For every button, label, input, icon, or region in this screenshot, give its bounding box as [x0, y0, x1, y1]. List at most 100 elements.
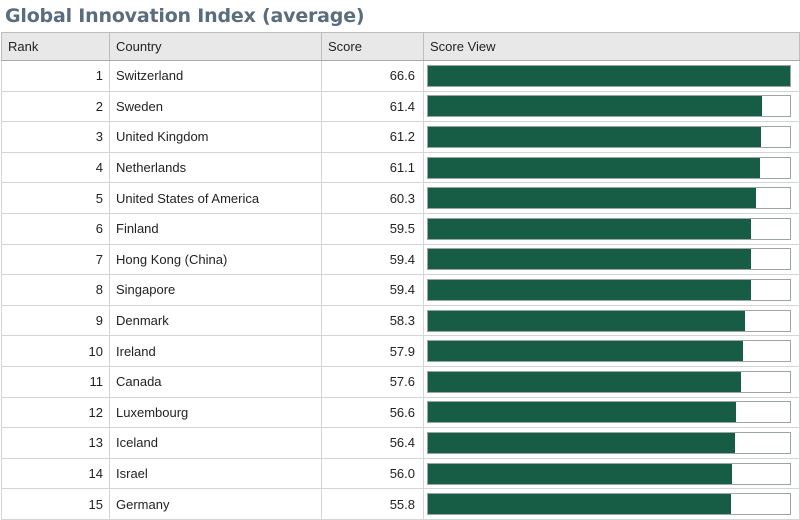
score-cell: 56.6: [321, 396, 424, 429]
score-bar: [428, 218, 752, 239]
score-cell: 57.9: [321, 335, 424, 367]
country-cell: United States of America: [109, 182, 322, 214]
rank-cell: 5: [1, 182, 110, 214]
country-cell: Iceland: [109, 427, 322, 459]
table-row: 6 Finland 59.5: [1, 212, 800, 245]
score-bar-track: [427, 309, 791, 332]
score-bar-track: [427, 401, 791, 424]
score-bar-track: [427, 431, 791, 454]
ranking-table: Rank Country Score Score View 1 Switzerla…: [1, 32, 800, 520]
score-bar-track: [427, 340, 791, 363]
score-view-cell: [423, 212, 800, 245]
score-view-cell: [423, 396, 800, 429]
score-cell: 57.6: [321, 365, 424, 398]
score-view-cell: [423, 274, 800, 306]
score-bar-track: [427, 493, 791, 516]
table-row: 14 Israel 56.0: [1, 457, 800, 490]
score-cell: 66.6: [321, 60, 424, 92]
score-cell: 55.8: [321, 488, 424, 520]
rank-cell: 8: [1, 274, 110, 306]
table-row: 13 Iceland 56.4: [1, 427, 800, 459]
country-column-header[interactable]: Country: [109, 32, 322, 61]
score-column-header[interactable]: Score: [321, 32, 424, 61]
country-cell: Canada: [109, 365, 322, 398]
score-bar-track: [427, 370, 791, 393]
country-cell: Hong Kong (China): [109, 243, 322, 276]
score-cell: 59.5: [321, 212, 424, 245]
rank-cell: 1: [1, 60, 110, 92]
rank-cell: 4: [1, 151, 110, 184]
score-cell: 61.4: [321, 90, 424, 123]
score-bar: [428, 494, 732, 515]
score-view-cell: [423, 304, 800, 337]
table-body: 1 Switzerland 66.6 2 Sweden 61.4 3 United Kingd…: [1, 60, 800, 520]
score-cell: 61.2: [321, 121, 424, 153]
score-bar: [428, 279, 751, 300]
score-cell: 58.3: [321, 304, 424, 337]
score-bar-track: [427, 156, 791, 179]
rank-column-header[interactable]: Rank: [1, 32, 110, 61]
score-bar-track: [427, 217, 791, 240]
table-row: 12 Luxembourg 56.6: [1, 396, 800, 429]
rank-cell: 11: [1, 365, 110, 398]
table-row: 2 Sweden 61.4: [1, 90, 800, 123]
score-bar-track: [427, 462, 791, 485]
page-title: Global Innovation Index (average): [5, 5, 365, 27]
table-row: 8 Singapore 59.4: [1, 274, 800, 306]
score-cell: 56.0: [321, 457, 424, 490]
score-cell: 60.3: [321, 182, 424, 214]
table-row: 1 Switzerland 66.6: [1, 60, 800, 92]
score-view-cell: [423, 457, 800, 490]
country-cell: Ireland: [109, 335, 322, 367]
score-cell: 59.4: [321, 274, 424, 306]
score-bar-track: [427, 64, 791, 87]
score-view-cell: [423, 151, 800, 184]
table-row: 11 Canada 57.6: [1, 365, 800, 398]
score-view-cell: [423, 90, 800, 123]
score-view-cell: [423, 365, 800, 398]
score-bar: [428, 402, 736, 423]
table-row: 9 Denmark 58.3: [1, 304, 800, 337]
rank-cell: 9: [1, 304, 110, 337]
score-bar-track: [427, 187, 791, 210]
score-view-cell: [423, 182, 800, 214]
score-bar: [428, 432, 735, 453]
score-cell: 56.4: [321, 427, 424, 459]
rank-cell: 7: [1, 243, 110, 276]
score-view-cell: [423, 488, 800, 520]
country-cell: Sweden: [109, 90, 322, 123]
country-cell: United Kingdom: [109, 121, 322, 153]
score-view-cell: [423, 243, 800, 276]
rank-cell: 15: [1, 488, 110, 520]
country-cell: Singapore: [109, 274, 322, 306]
score-view-column-header[interactable]: Score View: [423, 32, 800, 61]
score-bar: [428, 371, 742, 392]
rank-cell: 6: [1, 212, 110, 245]
country-cell: Denmark: [109, 304, 322, 337]
rank-cell: 13: [1, 427, 110, 459]
rank-cell: 2: [1, 90, 110, 123]
rank-cell: 14: [1, 457, 110, 490]
score-bar: [428, 157, 761, 178]
table-row: 3 United Kingdom 61.2: [1, 121, 800, 153]
table-row: 5 United States of America 60.3: [1, 182, 800, 214]
score-bar-track: [427, 248, 791, 271]
score-bar-track: [427, 95, 791, 118]
score-bar-track: [427, 278, 791, 301]
country-cell: Finland: [109, 212, 322, 245]
country-cell: Israel: [109, 457, 322, 490]
score-bar: [428, 96, 762, 117]
score-cell: 61.1: [321, 151, 424, 184]
score-bar: [428, 126, 761, 147]
table-row: 7 Hong Kong (China) 59.4: [1, 243, 800, 276]
country-cell: Germany: [109, 488, 322, 520]
rank-cell: 10: [1, 335, 110, 367]
score-cell: 59.4: [321, 243, 424, 276]
country-cell: Switzerland: [109, 60, 322, 92]
score-bar: [428, 65, 790, 86]
score-view-cell: [423, 335, 800, 367]
score-view-cell: [423, 427, 800, 459]
score-bar-track: [427, 125, 791, 148]
table-header-row: Rank Country Score Score View: [1, 32, 800, 61]
score-bar: [428, 463, 733, 484]
